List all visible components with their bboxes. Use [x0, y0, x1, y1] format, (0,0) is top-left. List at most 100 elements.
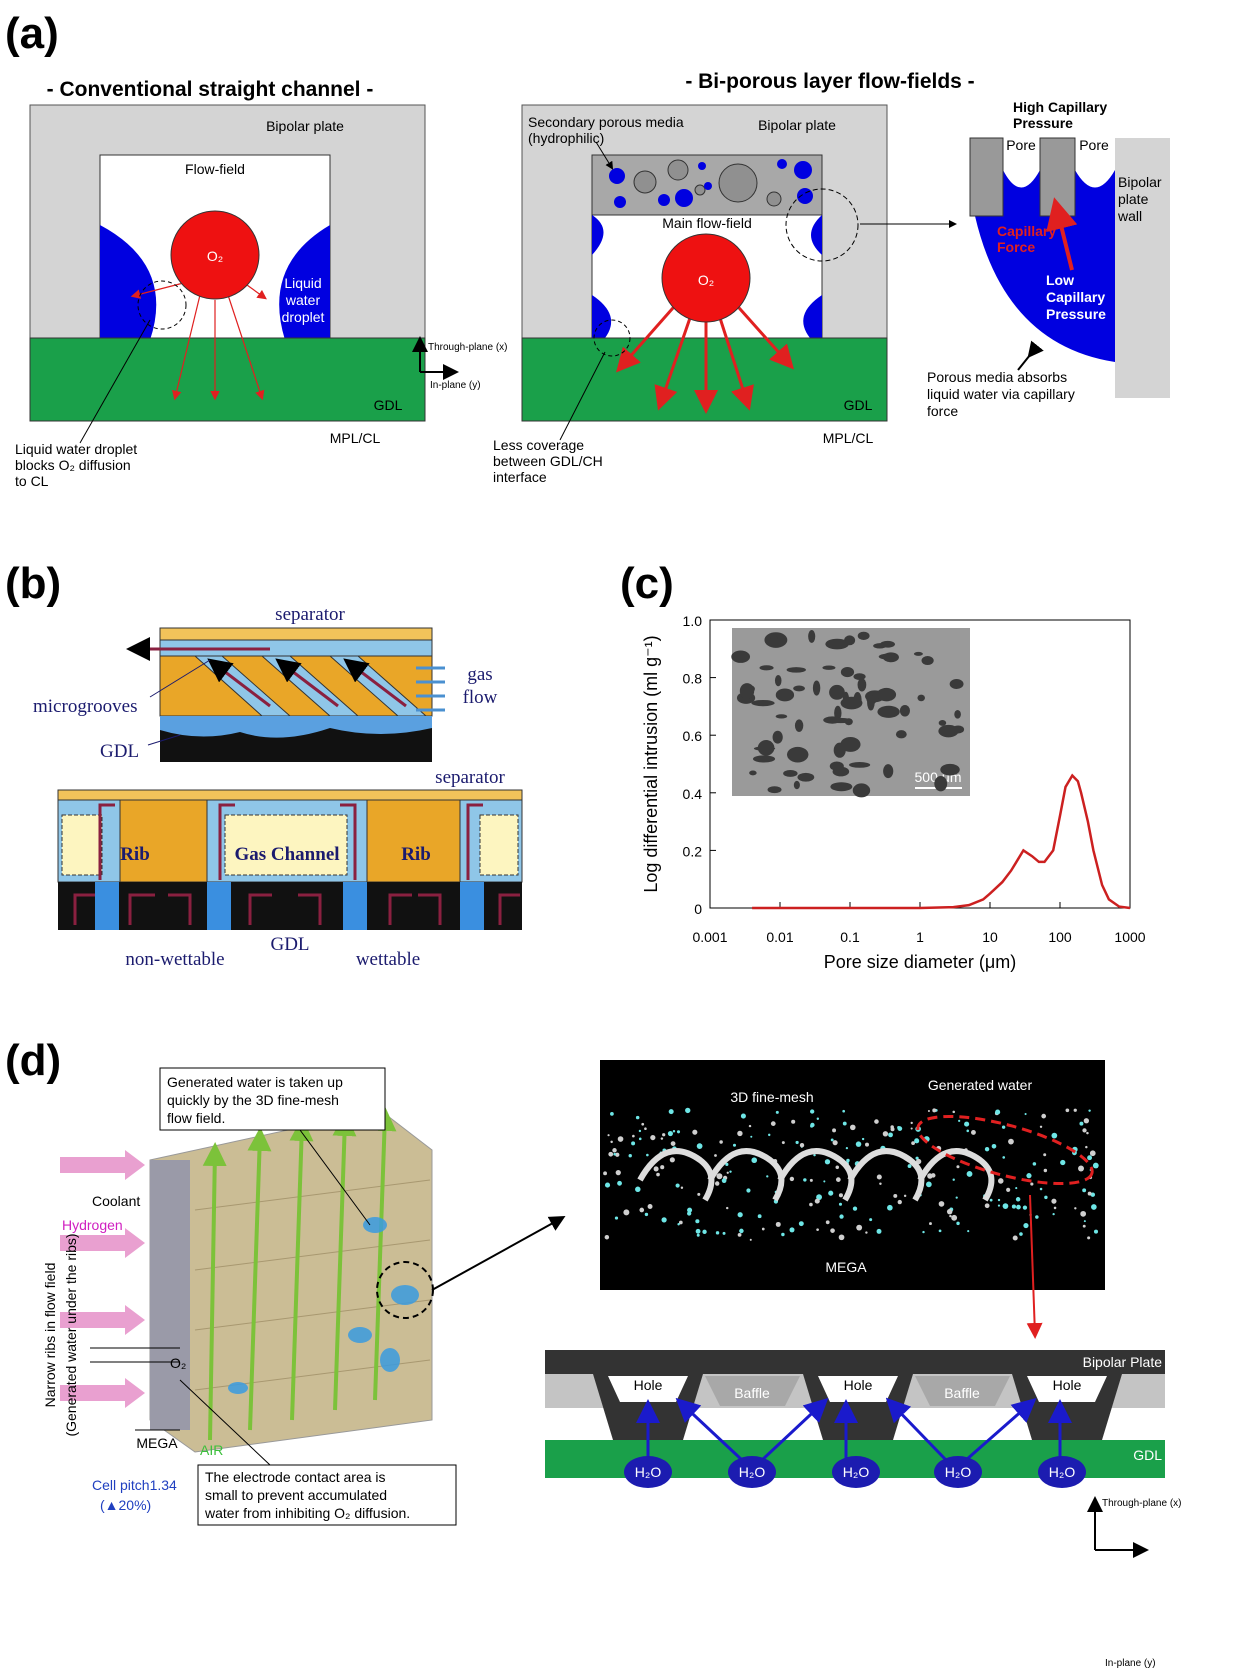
sem-pore [873, 643, 886, 648]
ct-speck [964, 1122, 969, 1127]
sem-pore [830, 782, 852, 791]
ct-speck [1054, 1207, 1057, 1210]
y-tick-label: 0.2 [683, 843, 703, 859]
ct-speck [1079, 1122, 1083, 1126]
ct-speck [669, 1109, 674, 1114]
text: Narrow ribs in flow field [42, 1263, 58, 1408]
text: Liquid [284, 275, 321, 291]
sem-pore [758, 740, 775, 756]
ct-speck [695, 1219, 699, 1223]
ct-speck [790, 1177, 794, 1181]
ct-speck [738, 1212, 743, 1217]
ct-speck [966, 1130, 969, 1133]
text: Low [1046, 272, 1074, 288]
x-label: Pore size diameter (μm) [824, 952, 1016, 972]
ct-speck [1026, 1173, 1031, 1178]
text: Baffle [734, 1385, 770, 1401]
ct-speck [1080, 1211, 1086, 1217]
sem-pore [783, 770, 797, 777]
text: Pressure [1013, 115, 1073, 131]
text: Rib [401, 844, 431, 865]
ct-speck [1006, 1188, 1010, 1192]
sem-pore [841, 697, 863, 710]
ct-speck [603, 1171, 607, 1175]
ct-speck [610, 1141, 612, 1143]
panel-c: (c) 500 μm Log differential intrusion (m… [620, 559, 1146, 972]
ct-speck [810, 1125, 813, 1128]
ct-speck [670, 1157, 675, 1162]
sem-pore [849, 762, 870, 768]
ct-speck [1025, 1113, 1027, 1115]
layer [160, 628, 432, 640]
ct-speck [661, 1217, 666, 1222]
ct-speck [692, 1130, 697, 1135]
text: Through-plane (x) [428, 342, 507, 353]
ct-speck [1078, 1165, 1084, 1171]
ct-speck [887, 1205, 893, 1211]
ct-speck [629, 1154, 632, 1157]
text: MEGA [136, 1435, 178, 1451]
text: O₂ [170, 1355, 186, 1371]
text: Bipolar Plate [1083, 1354, 1163, 1370]
ct-speck [714, 1154, 717, 1157]
sem-pore [896, 730, 907, 738]
x-tick-label: 1000 [1114, 929, 1145, 945]
ct-speck [1088, 1192, 1092, 1196]
ct-speck [832, 1128, 836, 1132]
note: between GDL/CH [493, 453, 603, 469]
ct-speck [922, 1231, 924, 1233]
ct-speck [750, 1239, 752, 1241]
ct-speck [856, 1141, 862, 1147]
ct-speck [985, 1203, 990, 1208]
ct-speck [687, 1208, 692, 1213]
ct-speck [1044, 1169, 1047, 1172]
text: AIR [200, 1442, 223, 1458]
ct-speck [836, 1177, 841, 1182]
sem-pore [900, 705, 910, 717]
x-tick-label: 10 [982, 929, 998, 945]
text: liquid water via capillary [927, 386, 1075, 402]
sem-pore [773, 731, 783, 744]
ct-speck [931, 1173, 935, 1177]
gdl [30, 338, 425, 421]
text: GDL [270, 934, 309, 955]
note: Liquid water droplet [15, 441, 137, 457]
ct-speck [800, 1143, 804, 1147]
text: separator [275, 604, 345, 625]
ct-speck [644, 1127, 647, 1130]
ct-speck [685, 1108, 690, 1113]
text: Coolant [92, 1193, 140, 1209]
ct-speck [632, 1135, 635, 1138]
sem-pore [797, 773, 814, 782]
ct-speck [1087, 1155, 1092, 1160]
x-tick-label: 100 [1048, 929, 1072, 945]
ct-speck [846, 1147, 848, 1149]
ct-speck [939, 1229, 942, 1232]
ct-speck [697, 1143, 703, 1149]
ct-speck [956, 1165, 959, 1168]
ct-speck [661, 1137, 663, 1139]
ct-speck [1030, 1182, 1033, 1185]
ct-speck [869, 1218, 872, 1221]
ct-speck [956, 1196, 958, 1198]
ct-speck [1091, 1204, 1097, 1210]
ct-speck [839, 1193, 843, 1197]
ct-speck [696, 1229, 701, 1234]
text: Pressure [1046, 306, 1106, 322]
ct-speck [676, 1183, 680, 1187]
ct-speck [716, 1231, 719, 1234]
ct-speck [636, 1116, 639, 1119]
sem-pore [950, 679, 964, 689]
ct-speck [825, 1159, 830, 1164]
ct-speck [1083, 1225, 1086, 1228]
ct-speck [911, 1127, 913, 1129]
text: MEGA [825, 1259, 867, 1275]
ct-speck [623, 1209, 629, 1215]
ct-speck [1084, 1220, 1086, 1222]
sem-pore [841, 667, 854, 677]
text: Capillary [1046, 289, 1105, 305]
text: H₂O [843, 1464, 870, 1480]
text: force [927, 403, 958, 419]
sem-pore [830, 718, 852, 723]
ct-speck [1016, 1197, 1021, 1202]
